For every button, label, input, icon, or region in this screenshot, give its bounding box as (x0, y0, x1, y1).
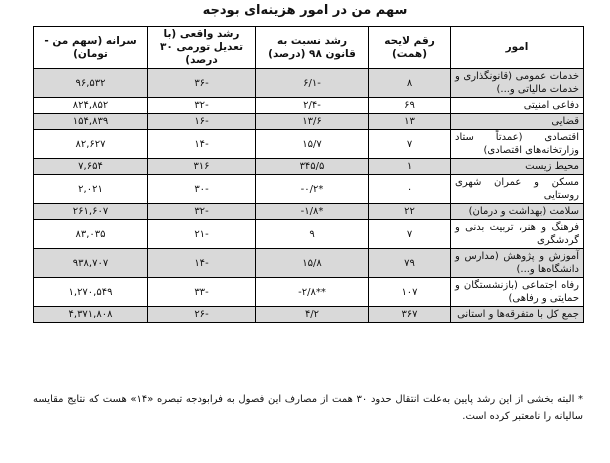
cell-bill: ۸ (368, 68, 451, 98)
cell-growth-real: ۳۱۶ (147, 158, 256, 175)
header-per-capita: سرانه (سهم من - تومان) (33, 26, 148, 69)
cell-growth-real: -۱۴ (147, 129, 256, 159)
cell-growth-law: ۳۴۵/۵ (255, 158, 369, 175)
cell-category: مسکن و عمران شهری روستایی (450, 174, 584, 204)
table-row: فرهنگ و هنر، تربیت بدنی و گردشگری ۷ ۹ -۲… (33, 219, 584, 249)
cell-category: قضایی (450, 113, 584, 130)
cell-growth-law: -۲/۴ (255, 97, 369, 114)
cell-growth-real: -۲۶ (147, 306, 256, 323)
table-row: دفاعی امنیتی ۶۹ -۲/۴ -۳۲ ۸۲۴,۸۵۲ (33, 97, 584, 114)
cell-per-capita: ۴,۳۷۱,۸۰۸ (33, 306, 148, 323)
table-row: قضایی ۱۳ ۱۳/۶ -۱۶ ۱۵۴,۸۳۹ (33, 113, 584, 130)
cell-growth-real: -۱۴ (147, 248, 256, 278)
cell-bill: ۰ (368, 174, 451, 204)
header-growth-law: رشد نسبت به قانون ۹۸ (درصد) (255, 26, 369, 69)
cell-per-capita: ۸۲۴,۸۵۲ (33, 97, 148, 114)
cell-category: خدمات عمومی (قانونگذاری و خدمات مالیاتی … (450, 68, 584, 98)
cell-category: سلامت (بهداشت و درمان) (450, 203, 584, 220)
cell-per-capita: ۲,۰۲۱ (33, 174, 148, 204)
cell-growth-law: ۹ (255, 219, 369, 249)
cell-category: اقتصادی (عمدتاً ستاد وزارتخانه‌های اقتصا… (450, 129, 584, 159)
cell-growth-law: ۱۵/۷ (255, 129, 369, 159)
header-category: امور (450, 26, 584, 69)
cell-bill: ۱۳ (368, 113, 451, 130)
table-title: سهم من در امور هزینه‌ای بودجه (202, 3, 408, 18)
cell-bill: ۷۹ (368, 248, 451, 278)
cell-bill: ۱۰۷ (368, 277, 451, 307)
cell-category: محیط زیست (450, 158, 584, 175)
cell-growth-real: -۳۰ (147, 174, 256, 204)
table-row: رفاه اجتماعی (بازنشستگان و حمایتی و رفاه… (33, 277, 584, 307)
cell-growth-law: ۱۵/۸ (255, 248, 369, 278)
cell-category: رفاه اجتماعی (بازنشستگان و حمایتی و رفاه… (450, 277, 584, 307)
cell-growth-real: -۳۲ (147, 97, 256, 114)
cell-category: جمع کل با متفرقه‌ها و استانی (450, 306, 584, 323)
table-row: مسکن و عمران شهری روستایی ۰ *۰/۲- -۳۰ ۲,… (33, 174, 584, 204)
cell-growth-real: -۳۶ (147, 68, 256, 98)
cell-bill: ۲۲ (368, 203, 451, 220)
cell-growth-real: -۳۳ (147, 277, 256, 307)
cell-bill: ۶۹ (368, 97, 451, 114)
budget-table: امور رقم لایحه (همت) رشد نسبت به قانون ۹… (33, 26, 584, 323)
cell-per-capita: ۹۶,۵۳۲ (33, 68, 148, 98)
cell-per-capita: ۱,۲۷۰,۵۴۹ (33, 277, 148, 307)
table-row: آموزش و پژوهش (مدارس و دانشگاه‌ها و...) … (33, 248, 584, 278)
header-row: امور رقم لایحه (همت) رشد نسبت به قانون ۹… (33, 26, 584, 69)
cell-growth-real: -۱۶ (147, 113, 256, 130)
cell-growth-law: *۰/۲- (255, 174, 369, 204)
header-bill: رقم لایحه (همت) (368, 26, 451, 69)
cell-growth-real: -۲۱ (147, 219, 256, 249)
cell-per-capita: ۸۲,۶۲۷ (33, 129, 148, 159)
cell-growth-law: ۱۳/۶ (255, 113, 369, 130)
cell-per-capita: ۹۳۸,۷۰۷ (33, 248, 148, 278)
cell-bill: ۱ (368, 158, 451, 175)
footnote: * البته بخشی از این رشد پایین به‌علت انت… (33, 394, 584, 422)
cell-bill: ۷ (368, 219, 451, 249)
cell-growth-law: -۶/۱ (255, 68, 369, 98)
table-row: سلامت (بهداشت و درمان) ۲۲ *۱/۸- -۳۲ ۲۶۱,… (33, 203, 584, 220)
cell-growth-law: **۲/۸- (255, 277, 369, 307)
table-row: محیط زیست ۱ ۳۴۵/۵ ۳۱۶ ۷,۶۵۴ (33, 158, 584, 175)
cell-per-capita: ۷,۶۵۴ (33, 158, 148, 175)
cell-per-capita: ۸۳,۰۳۵ (33, 219, 148, 249)
header-growth-real: رشد واقعی (با تعدیل تورمی ۳۰ درصد) (147, 26, 256, 69)
cell-bill: ۳۶۷ (368, 306, 451, 323)
total-row: جمع کل با متفرقه‌ها و استانی ۳۶۷ ۴/۲ -۲۶… (33, 306, 584, 323)
cell-growth-law: ۴/۲ (255, 306, 369, 323)
cell-bill: ۷ (368, 129, 451, 159)
table-row: خدمات عمومی (قانونگذاری و خدمات مالیاتی … (33, 68, 584, 98)
table-row: اقتصادی (عمدتاً ستاد وزارتخانه‌های اقتصا… (33, 129, 584, 159)
cell-category: آموزش و پژوهش (مدارس و دانشگاه‌ها و...) (450, 248, 584, 278)
cell-per-capita: ۲۶۱,۶۰۷ (33, 203, 148, 220)
cell-category: دفاعی امنیتی (450, 97, 584, 114)
cell-growth-real: -۳۲ (147, 203, 256, 220)
cell-per-capita: ۱۵۴,۸۳۹ (33, 113, 148, 130)
cell-growth-law: *۱/۸- (255, 203, 369, 220)
cell-category: فرهنگ و هنر، تربیت بدنی و گردشگری (450, 219, 584, 249)
